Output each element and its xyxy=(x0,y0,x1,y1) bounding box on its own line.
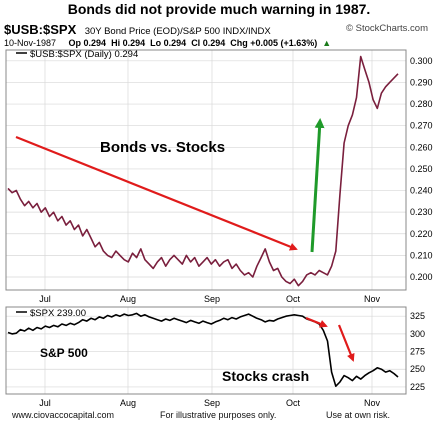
quote-high: Hi 0.294 xyxy=(111,38,146,48)
ratio-y-tick-label: 0.240 xyxy=(410,186,433,196)
stocks-crash-annotation: Stocks crash xyxy=(222,368,309,384)
spx-x-tick-label: Oct xyxy=(286,398,301,408)
ratio-x-tick-label: Aug xyxy=(120,294,136,304)
ratio-y-tick-label: 0.210 xyxy=(410,250,433,260)
footer-risk: Use at own risk. xyxy=(326,410,391,420)
symbol-description: 30Y Bond Price (EOD)/S&P 500 INDX/INDX xyxy=(84,26,271,37)
spx-y-tick-label: 225 xyxy=(410,382,425,392)
quote-date: 10-Nov-1987 xyxy=(4,38,57,48)
spx-x-tick-label: Jul xyxy=(39,398,51,408)
bond-rally-arrow xyxy=(310,118,325,253)
quote-open: Op 0.294 xyxy=(68,38,107,48)
quote-change: Chg +0.005 (+1.63%) xyxy=(230,38,318,48)
spx-panel-grid xyxy=(6,307,406,394)
spx-x-tick-label: Aug xyxy=(120,398,136,408)
quote-low: Lo 0.294 xyxy=(150,38,187,48)
spx-x-axis: Jul Aug Sep Oct Nov xyxy=(39,398,380,408)
ratio-y-tick-label: 0.280 xyxy=(410,99,433,109)
chart-header: $USB:$SPX 30Y Bond Price (EOD)/S&P 500 I… xyxy=(4,21,434,37)
spx-x-tick-label: Nov xyxy=(364,398,381,408)
ratio-y-axis: 0.300 0.290 0.280 0.270 0.260 0.250 0.240 0.230… xyxy=(410,56,433,282)
source-credit: © StockCharts.com xyxy=(346,23,428,34)
ratio-legend-text: $USB:$SPX (Daily) 0.294 xyxy=(30,49,138,60)
ratio-y-tick-label: 0.200 xyxy=(410,272,433,282)
chart-headline: Bonds did not provide much warning in 19… xyxy=(67,1,371,17)
bonds-vs-stocks-annotation: Bonds vs. Stocks xyxy=(100,139,225,156)
ratio-y-tick-label: 0.260 xyxy=(410,142,433,152)
ratio-y-tick-label: 0.250 xyxy=(410,164,433,174)
ratio-x-tick-label: Sep xyxy=(204,294,220,304)
ratio-panel-grid xyxy=(6,50,406,290)
ratio-y-tick-label: 0.230 xyxy=(410,207,433,217)
spx-series-line xyxy=(7,312,399,387)
spx-x-tick-label: Sep xyxy=(204,398,220,408)
ratio-x-tick-label: Jul xyxy=(39,294,51,304)
quote-close: Cl 0.294 xyxy=(191,38,226,48)
ratio-y-tick-label: 0.300 xyxy=(410,56,433,66)
ratio-series-line xyxy=(7,55,399,287)
ratio-panel-frame xyxy=(5,49,407,291)
sp500-annotation: S&P 500 xyxy=(40,346,88,360)
ratio-x-tick-label: Oct xyxy=(286,294,301,304)
quote-line: 10-Nov-1987 Op 0.294 Hi 0.294 Lo 0.294 C… xyxy=(4,38,331,48)
spx-y-tick-label: 250 xyxy=(410,364,425,374)
ratio-x-axis: Jul Aug Sep Oct Nov xyxy=(39,294,380,304)
bonds-trend-arrow xyxy=(15,135,298,251)
spx-y-tick-label: 325 xyxy=(410,311,425,321)
stocks-drop-arrow-2 xyxy=(337,324,355,362)
stocks-drop-arrow-1 xyxy=(305,316,328,328)
footer-site: www.ciovaccocapital.com xyxy=(12,410,115,420)
spx-y-axis: 325 300 275 250 225 xyxy=(410,311,425,392)
spx-y-tick-label: 300 xyxy=(410,329,425,339)
change-up-icon: ▲ xyxy=(322,38,332,48)
ratio-y-tick-label: 0.290 xyxy=(410,77,433,87)
spx-y-tick-label: 275 xyxy=(410,347,425,357)
footer-illustrative: For illustrative purposes only. xyxy=(160,410,277,420)
spx-panel-frame xyxy=(5,306,407,395)
ratio-y-tick-label: 0.270 xyxy=(410,121,433,131)
ratio-y-tick-label: 0.220 xyxy=(410,229,433,239)
symbol-label: $USB:$SPX xyxy=(4,22,77,37)
ratio-x-tick-label: Nov xyxy=(364,294,381,304)
spx-legend-text: $SPX 239.00 xyxy=(30,308,86,319)
